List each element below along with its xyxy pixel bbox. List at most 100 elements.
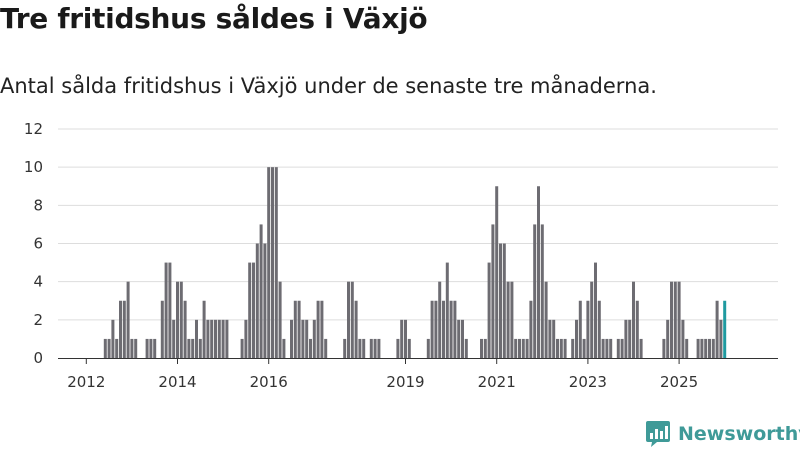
bar <box>350 281 354 358</box>
data-labels: 3 <box>735 0 745 4</box>
bar <box>632 281 635 358</box>
bar <box>164 262 168 358</box>
bar <box>153 338 157 358</box>
bar <box>620 338 624 358</box>
bar <box>214 319 217 358</box>
bar <box>616 338 620 358</box>
bar <box>103 338 107 358</box>
bar <box>510 281 514 358</box>
bar <box>377 338 381 358</box>
bar <box>111 319 115 358</box>
bar <box>594 262 597 358</box>
bar <box>499 243 502 358</box>
y-tick-label: 10 <box>24 158 43 176</box>
bar <box>373 338 377 358</box>
bar <box>681 319 685 358</box>
gridlines: 0 2 4 6 8 10 12 <box>24 120 778 367</box>
bar <box>556 338 559 358</box>
bar <box>187 338 191 358</box>
bar <box>122 300 126 358</box>
bar <box>354 300 358 358</box>
bar <box>582 338 586 358</box>
bar <box>480 338 483 358</box>
bar <box>434 300 438 358</box>
bar <box>320 300 324 358</box>
bar <box>259 224 263 358</box>
bar <box>301 319 305 358</box>
x-tick-label: 2016 <box>250 373 288 391</box>
bar <box>639 338 643 358</box>
bar <box>457 319 461 358</box>
bar <box>267 167 271 358</box>
bar <box>407 338 411 358</box>
bar <box>172 319 176 358</box>
bar <box>586 300 590 358</box>
bar <box>715 300 719 358</box>
bar <box>396 338 400 358</box>
bar <box>575 319 578 358</box>
bar <box>445 262 449 358</box>
bar <box>628 319 632 358</box>
bar <box>442 300 445 358</box>
y-tick-label: 6 <box>33 235 43 253</box>
chart-subtitle: Antal sålda fritidshus i Växjö under de … <box>0 74 657 98</box>
bar <box>506 281 510 358</box>
bar <box>540 224 544 358</box>
bar <box>666 319 670 358</box>
bar <box>282 338 286 358</box>
bar <box>107 338 111 358</box>
bar <box>115 338 119 358</box>
bar <box>404 319 407 358</box>
bar <box>149 338 153 358</box>
bar <box>252 262 255 358</box>
bar <box>624 319 628 358</box>
bar <box>195 319 198 358</box>
y-tick-label: 4 <box>33 273 43 291</box>
bar <box>609 338 613 358</box>
bar <box>635 300 639 358</box>
bar <box>685 338 689 358</box>
bar <box>217 319 221 358</box>
bar <box>183 300 187 358</box>
bar-latest <box>723 300 727 358</box>
bar <box>670 281 673 358</box>
bar <box>552 319 556 358</box>
bar <box>461 319 464 358</box>
bar <box>244 319 248 358</box>
bar <box>704 338 708 358</box>
bar <box>168 262 172 358</box>
bar <box>464 338 468 358</box>
bar <box>711 338 715 358</box>
x-tick-label: 2025 <box>660 373 698 391</box>
bar <box>312 319 316 358</box>
bar <box>309 338 312 358</box>
bar <box>176 281 179 358</box>
bar <box>130 338 134 358</box>
bar <box>221 319 225 358</box>
bar <box>263 243 267 358</box>
bar <box>605 338 609 358</box>
bar <box>202 300 206 358</box>
bar <box>297 300 301 358</box>
bar <box>578 300 582 358</box>
bar <box>179 281 183 358</box>
bar <box>544 281 548 358</box>
bar <box>430 300 434 358</box>
bar <box>438 281 442 358</box>
bar <box>548 319 552 358</box>
x-tick-label: 2012 <box>67 373 105 391</box>
bar <box>358 338 362 358</box>
bar <box>278 281 282 358</box>
bar <box>719 319 723 358</box>
newsworthy-logo-icon <box>646 421 670 447</box>
bar <box>119 300 122 358</box>
x-tick-label: 2014 <box>158 373 196 391</box>
x-tick-label: 2019 <box>386 373 424 391</box>
bar <box>369 338 373 358</box>
bar <box>514 338 518 358</box>
bar <box>559 338 563 358</box>
bar <box>677 281 681 358</box>
bar <box>324 338 328 358</box>
bar <box>255 243 259 358</box>
bar <box>240 338 244 358</box>
